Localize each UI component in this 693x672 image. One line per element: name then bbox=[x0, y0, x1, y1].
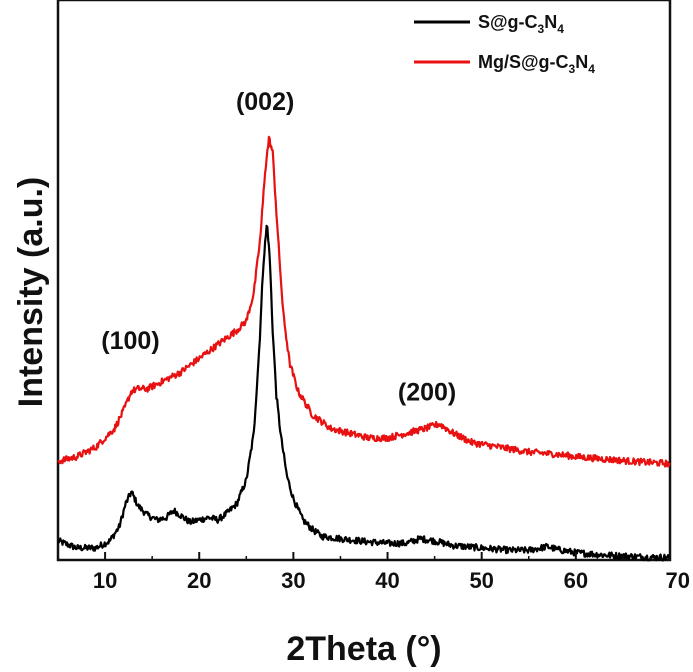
series-line-mg-s-gc3n4 bbox=[57, 135, 671, 468]
x-axis-title: 2Theta (°) bbox=[286, 630, 441, 668]
series-line-s-gc3n4 bbox=[56, 224, 671, 562]
x-tick-label: 60 bbox=[564, 568, 588, 593]
legend-label-mg-s-gc3n4: Mg/S@g-C3N4 bbox=[478, 52, 595, 76]
x-tick-label: 50 bbox=[469, 568, 493, 593]
legend-s-gc3n4-sub1: 3 bbox=[538, 22, 545, 36]
plot-frame bbox=[56, 0, 672, 562]
legend-mg-s-gc3n4-sub1: 3 bbox=[569, 62, 576, 76]
legend-s-gc3n4-part1: S@g-C bbox=[478, 12, 538, 32]
legend-s-gc3n4-part2: N bbox=[544, 12, 557, 32]
legend-mg-s-gc3n4-sub2: 4 bbox=[588, 62, 595, 76]
y-axis-title: Intensity (a.u.) bbox=[12, 177, 50, 407]
legend-label-s-gc3n4: S@g-C3N4 bbox=[478, 12, 564, 36]
legend: S@g-C3N4 Mg/S@g-C3N4 bbox=[414, 12, 595, 76]
peak-annotation: (002) bbox=[236, 88, 294, 116]
peak-annotations: (100) (002) (200) bbox=[101, 88, 456, 406]
legend-mg-s-gc3n4-part1: Mg/S@g-C bbox=[478, 52, 569, 72]
x-axis-ticks: 10 20 30 40 50 60 70 bbox=[93, 552, 690, 593]
x-tick-label: 40 bbox=[375, 568, 399, 593]
x-tick-label: 20 bbox=[187, 568, 211, 593]
series-layer bbox=[56, 135, 671, 562]
legend-s-gc3n4-sub2: 4 bbox=[557, 22, 564, 36]
peak-annotation: (100) bbox=[101, 327, 159, 355]
legend-mg-s-gc3n4-part2: N bbox=[575, 52, 588, 72]
peak-annotation: (200) bbox=[398, 379, 456, 407]
x-tick-label: 10 bbox=[93, 568, 117, 593]
x-tick-label: 30 bbox=[281, 568, 305, 593]
x-tick-label: 70 bbox=[666, 568, 690, 593]
